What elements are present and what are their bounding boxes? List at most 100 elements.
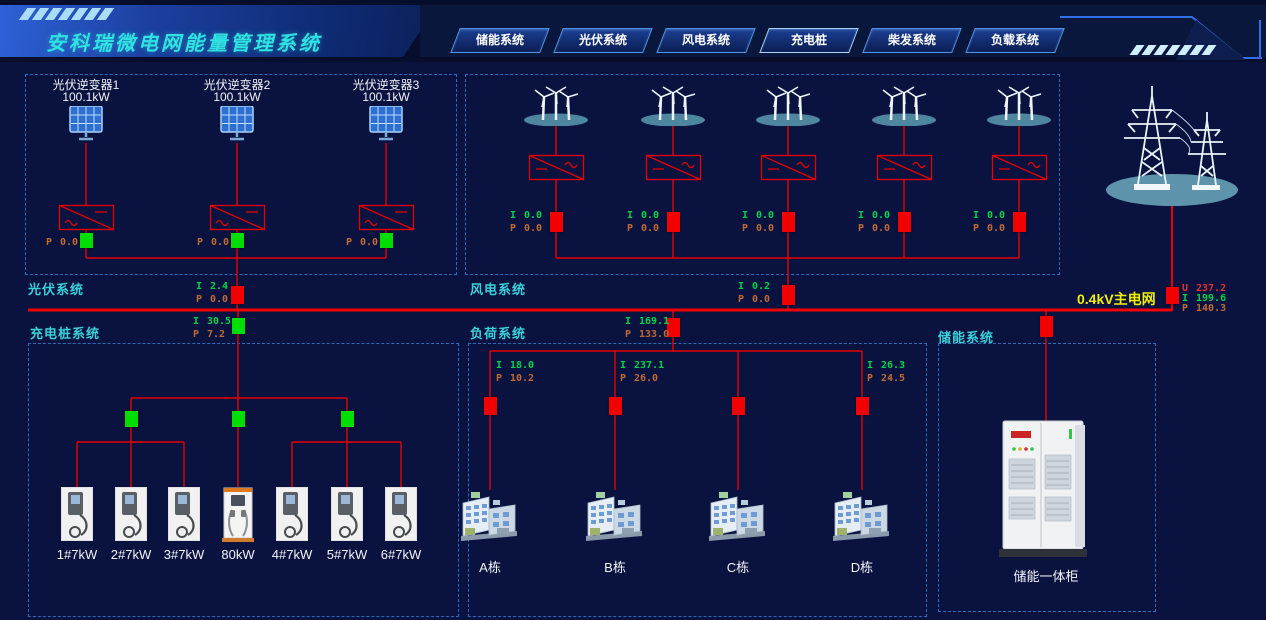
load-feeder-power: 133.0 xyxy=(639,329,670,340)
wind4-current: 0.0 xyxy=(872,210,891,221)
charger-7kw-icon[interactable] xyxy=(385,487,417,541)
power-grid-towers-icon[interactable] xyxy=(1102,78,1242,208)
pv2-breaker[interactable] xyxy=(231,233,244,248)
pile1-label: 1#7kW xyxy=(56,547,98,562)
pile5-label: 4#7kW xyxy=(271,547,313,562)
charger-7kw-icon[interactable] xyxy=(276,487,308,541)
wind-turbine-icon[interactable] xyxy=(637,80,709,126)
wind-feeder-current: 0.2 xyxy=(752,281,771,292)
charging-branch2-breaker[interactable] xyxy=(232,411,245,427)
solar-panel-icon[interactable] xyxy=(66,106,106,142)
pv-feeder-breaker[interactable] xyxy=(231,286,244,304)
wind1-power: 0.0 xyxy=(524,223,543,234)
wind-turbine-icon[interactable] xyxy=(752,80,824,126)
load-c-breaker[interactable] xyxy=(732,397,745,415)
wind-turbine-icon[interactable] xyxy=(520,80,592,126)
pv-zone-box xyxy=(25,74,457,275)
charging-feeder-power: 7.2 xyxy=(207,329,226,340)
wind4-breaker[interactable] xyxy=(898,212,911,232)
pv1-name: 光伏逆变器1 xyxy=(52,78,120,92)
pv3-name: 光伏逆变器3 xyxy=(352,78,420,92)
pv3-power: 0.0 xyxy=(360,237,379,248)
wind2-breaker[interactable] xyxy=(667,212,680,232)
wind-turbine-icon[interactable] xyxy=(983,80,1055,126)
load-feeder-current: 169.1 xyxy=(639,316,670,327)
charging-feeder-breaker[interactable] xyxy=(232,318,245,334)
wind-feeder-breaker[interactable] xyxy=(782,285,795,305)
load-feeder-breaker[interactable] xyxy=(667,318,680,337)
pv3-capacity: 100.1kW xyxy=(362,90,410,104)
wind2-current: 0.0 xyxy=(641,210,660,221)
building-icon[interactable] xyxy=(829,486,895,542)
wind5-power: 0.0 xyxy=(987,223,1006,234)
grid-current: 199.6 xyxy=(1196,293,1227,304)
wind3-power: 0.0 xyxy=(756,223,775,234)
load-b-current: 237.1 xyxy=(634,360,665,371)
header: 安科瑞微电网能量管理系统 储能系统 光伏系统 风电系统 充电桩 柴发系统 负载系… xyxy=(0,0,1266,62)
wind5-current: 0.0 xyxy=(987,210,1006,221)
load-b-breaker[interactable] xyxy=(609,397,622,415)
wind5-breaker[interactable] xyxy=(1013,212,1026,232)
wind3-breaker[interactable] xyxy=(782,212,795,232)
charging-branch1-breaker[interactable] xyxy=(125,411,138,427)
pv1-breaker[interactable] xyxy=(80,233,93,248)
load-section-label: 负荷系统 xyxy=(470,326,527,341)
storage-zone-box xyxy=(938,343,1156,612)
solar-panel-icon[interactable] xyxy=(217,106,257,142)
pv2-capacity: 100.1kW xyxy=(213,90,261,104)
building-icon[interactable] xyxy=(705,486,771,542)
pv3-breaker[interactable] xyxy=(380,233,393,248)
pv2-power: 0.0 xyxy=(211,237,230,248)
charging-section-label: 充电桩系统 xyxy=(30,326,101,341)
pv-feeder-current: 2.4 xyxy=(210,281,229,292)
grid-power: 140.3 xyxy=(1196,303,1227,314)
wind1-breaker[interactable] xyxy=(550,212,563,232)
storage-cabinet-label: 储能一体柜 xyxy=(1013,569,1079,584)
wind2-power: 0.0 xyxy=(641,223,660,234)
wind-turbine-icon[interactable] xyxy=(868,80,940,126)
pile7-label: 6#7kW xyxy=(380,547,422,562)
pile2-label: 2#7kW xyxy=(110,547,152,562)
charger-7kw-icon[interactable] xyxy=(61,487,93,541)
building-icon[interactable] xyxy=(582,486,648,542)
charger-7kw-icon[interactable] xyxy=(168,487,200,541)
pile6-label: 5#7kW xyxy=(326,547,368,562)
wind4-power: 0.0 xyxy=(872,223,891,234)
load-b-power: 26.0 xyxy=(634,373,659,384)
grid-voltage: 237.2 xyxy=(1196,283,1227,294)
load-d-power: 24.5 xyxy=(881,373,906,384)
grid-label: 0.4kV主电网 xyxy=(1077,291,1156,307)
storage-section-label: 储能系统 xyxy=(938,330,995,345)
grid-main-breaker[interactable] xyxy=(1166,287,1179,304)
storage-cabinet-icon[interactable] xyxy=(999,419,1093,559)
load-a-power: 10.2 xyxy=(510,373,535,384)
wind-feeder-power: 0.0 xyxy=(752,294,771,305)
storage-feeder-breaker[interactable] xyxy=(1040,316,1053,337)
charger-7kw-icon[interactable] xyxy=(115,487,147,541)
header-band xyxy=(0,5,438,57)
building-b-label: B栋 xyxy=(604,560,626,575)
pv-feeder-power: 0.0 xyxy=(210,294,229,305)
charging-branch3-breaker[interactable] xyxy=(341,411,354,427)
charger-7kw-icon[interactable] xyxy=(331,487,363,541)
wind-zone-box xyxy=(465,74,1060,275)
building-icon[interactable] xyxy=(457,486,523,542)
load-d-breaker[interactable] xyxy=(856,397,869,415)
pv2-name: 光伏逆变器2 xyxy=(203,78,271,92)
load-zone-box xyxy=(468,343,927,617)
wind-section-label: 风电系统 xyxy=(470,282,527,297)
pv-section-label: 光伏系统 xyxy=(28,282,85,297)
load-a-breaker[interactable] xyxy=(484,397,497,415)
load-a-current: 18.0 xyxy=(510,360,535,371)
wind3-current: 0.0 xyxy=(756,210,775,221)
pv1-power: 0.0 xyxy=(60,237,79,248)
building-c-label: C栋 xyxy=(726,560,750,575)
building-a-label: A栋 xyxy=(479,560,501,575)
wind1-current: 0.0 xyxy=(524,210,543,221)
charging-zone-box xyxy=(28,343,459,617)
pile4-label: 80kW xyxy=(221,547,255,562)
solar-panel-icon[interactable] xyxy=(366,106,406,142)
charger-80kw-icon[interactable] xyxy=(221,486,255,542)
